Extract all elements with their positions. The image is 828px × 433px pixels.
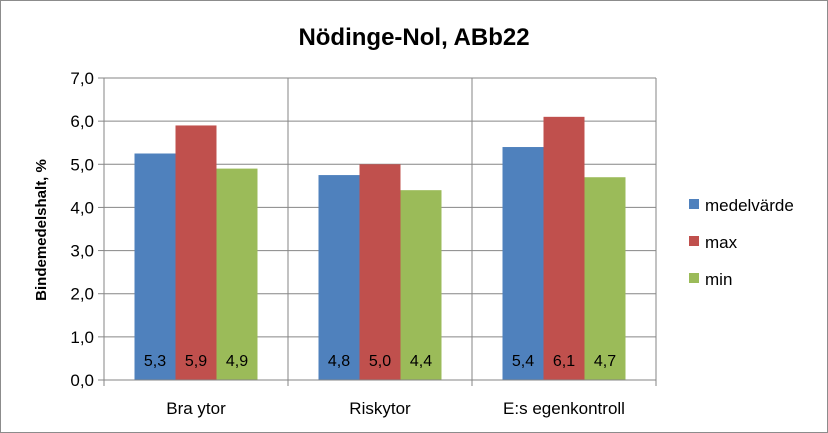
bar-max	[175, 125, 217, 380]
y-tick-label: 1,0	[70, 328, 94, 347]
legend-swatch-min	[689, 273, 699, 283]
data-label: 4,9	[226, 353, 248, 370]
y-tick-label: 7,0	[70, 69, 94, 88]
bar-medelvärde	[318, 175, 360, 380]
bar-medelvärde	[502, 147, 544, 380]
x-category-labels: Bra ytor Riskytor E:s egenkontroll	[166, 399, 625, 418]
data-label: 5,3	[144, 353, 166, 370]
y-tick-labels: 0,0 1,0 2,0 3,0 4,0 5,0 6,0 7,0	[70, 69, 94, 390]
chart-title: Nödinge-Nol, ABb22	[298, 24, 529, 51]
data-label: 4,8	[328, 353, 350, 370]
bar-min	[584, 177, 626, 380]
y-tick-label: 3,0	[70, 242, 94, 261]
y-tick-label: 4,0	[70, 198, 94, 217]
data-label: 4,7	[594, 353, 616, 370]
bar-min	[400, 190, 442, 380]
x-category-label: Riskytor	[349, 399, 411, 418]
legend-label: medelvärde	[705, 196, 794, 215]
y-tick-label: 5,0	[70, 155, 94, 174]
data-label: 5,4	[512, 353, 534, 370]
y-tick-label: 6,0	[70, 112, 94, 131]
legend-swatch-max	[689, 236, 699, 246]
legend: medelvärde max min	[689, 196, 794, 289]
data-label: 5,0	[369, 353, 391, 370]
bars	[134, 116, 626, 380]
y-tick-label: 0,0	[70, 371, 94, 390]
data-label: 5,9	[185, 353, 207, 370]
bar-max	[359, 164, 401, 380]
data-label: 6,1	[553, 353, 575, 370]
legend-swatch-medelvärde	[689, 199, 699, 209]
bar-medelvärde	[134, 153, 176, 380]
y-axis-label: Bindemedelshalt, %	[33, 159, 50, 301]
axes	[98, 77, 657, 386]
x-category-label: Bra ytor	[166, 399, 226, 418]
bar-min	[216, 168, 258, 380]
data-label: 4,4	[410, 353, 432, 370]
y-tick-label: 2,0	[70, 285, 94, 304]
legend-label: min	[705, 270, 732, 289]
bar-max	[543, 116, 585, 380]
x-category-label: E:s egenkontroll	[503, 399, 625, 418]
legend-label: max	[705, 233, 738, 252]
data-labels: 5,3 5,9 4,9 4,8 5,0 4,4 5,4 6,1 4,7	[144, 353, 616, 370]
